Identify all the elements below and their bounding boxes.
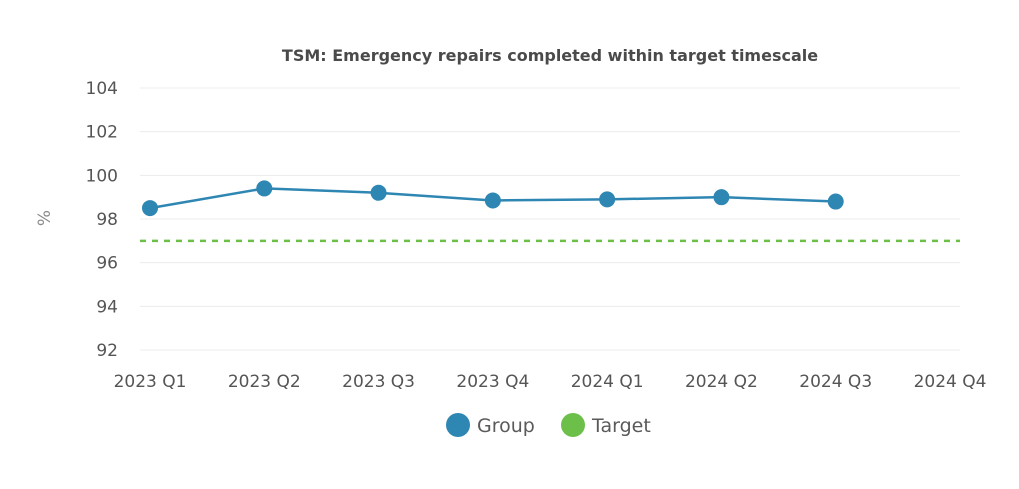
y-tick-label: 102 [86,123,118,143]
y-tick-label: 94 [96,297,118,317]
y-tick-label: 104 [86,79,118,99]
x-tick-label: 2024 Q3 [799,372,872,392]
y-tick-label: 100 [86,166,118,186]
legend: Group Target [446,413,651,437]
legend-label-target: Target [591,415,651,437]
y-axis-label: % [35,210,55,226]
series-lines [140,180,960,243]
y-tick-label: 96 [96,254,118,274]
chart-title: TSM: Emergency repairs completed within … [282,46,818,65]
legend-label-group: Group [477,415,535,437]
x-tick-label: 2023 Q1 [114,372,187,392]
group-data-point [599,191,616,208]
x-tick-label: 2024 Q1 [571,372,644,392]
x-tick-label: 2023 Q3 [342,372,415,392]
grid-lines [140,87,960,351]
legend-swatch-target [561,413,585,437]
x-tick-label: 2024 Q4 [914,372,987,392]
y-tick-label: 92 [96,341,118,361]
y-tick-labels: 92 94 96 98 100 102 104 [86,79,118,361]
x-tick-label: 2023 Q2 [228,372,301,392]
x-tick-labels: 2023 Q1 2023 Q2 2023 Q3 2023 Q4 2024 Q1 2024 … [114,372,987,392]
group-data-point [713,189,730,206]
group-data-point [827,193,844,210]
legend-swatch-group [446,413,470,437]
group-data-point [256,180,273,197]
group-data-point [370,184,387,201]
y-tick-label: 98 [96,210,118,230]
x-tick-label: 2023 Q4 [456,372,529,392]
group-data-point [484,192,501,209]
x-tick-label: 2024 Q2 [685,372,758,392]
group-data-point [142,200,158,217]
